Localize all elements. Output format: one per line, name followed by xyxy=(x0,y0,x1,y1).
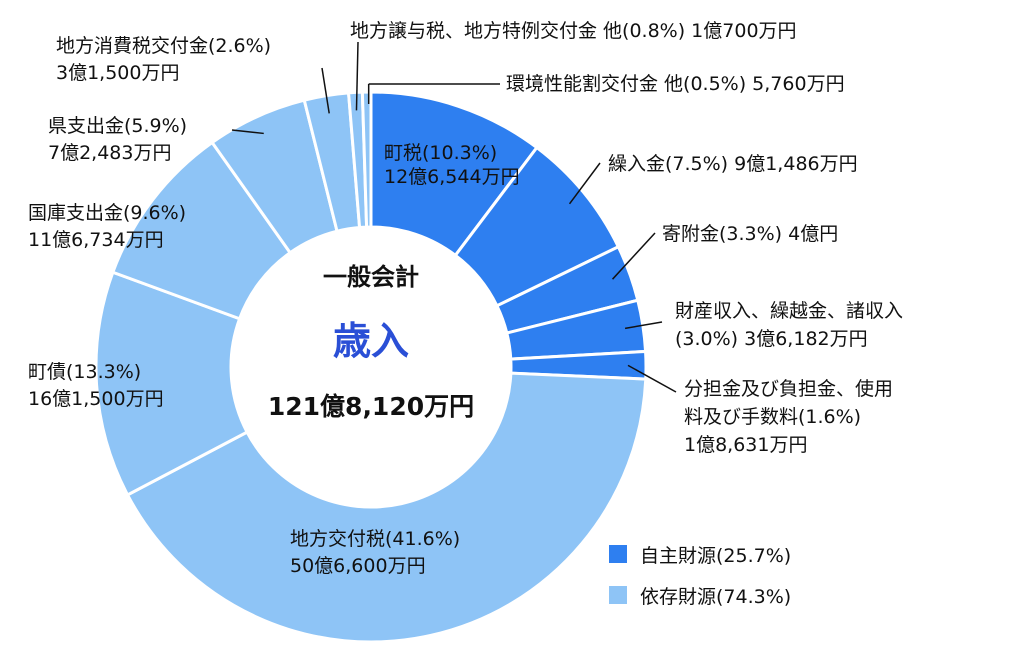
slice-6 xyxy=(94,270,250,497)
label-national-subsidy: 国庫支出金(9.6%) 11億6,734万円 xyxy=(28,202,192,251)
label-transfer: 繰入金(7.5%) 9億1,486万円 xyxy=(608,153,858,175)
slice-5 xyxy=(125,371,648,644)
label-property-income: 財産収入、繰越金、諸収入 (3.0%) 3億6,182万円 xyxy=(675,300,909,350)
label-share-fees: 分担金及び負担金、使用 料及び手数料(1.6%) 1億8,631万円 xyxy=(684,378,899,456)
leader-line-2 xyxy=(611,232,656,280)
slice-11 xyxy=(360,90,373,229)
leader-line-9 xyxy=(321,67,330,114)
label-environment-grant: 環境性能割交付金 他(0.5%) 5,760万円 xyxy=(506,73,845,95)
label-town-tax: 町税(10.3%) 12億6,544万円 xyxy=(384,142,520,188)
leader-line-1 xyxy=(568,162,601,205)
label-consumption-tax-grant: 地方消費税交付金(2.6%) 3億1,500万円 xyxy=(56,35,277,84)
leader-line-3 xyxy=(624,321,663,330)
leader-line-10 xyxy=(355,41,359,111)
leader-line-4 xyxy=(627,364,677,393)
label-donation: 寄附金(3.3%) 4億円 xyxy=(662,223,838,245)
legend: 自主財源(25.7%) 依存財源(74.3%) xyxy=(609,545,791,608)
legend-swatch-dependent-revenue xyxy=(609,586,627,604)
legend-label-dependent-revenue: 依存財源(74.3%) xyxy=(640,586,791,608)
label-local-allocation-tax: 地方交付税(41.6%) 50億6,600万円 xyxy=(290,528,466,577)
center-title: 一般会計 xyxy=(323,263,419,291)
leader-lines xyxy=(231,41,677,393)
donut-slices xyxy=(94,90,648,644)
label-prefecture-subsidy: 県支出金(5.9%) 7億2,483万円 xyxy=(48,115,193,164)
leader-line-8 xyxy=(231,129,264,135)
legend-label-own-revenue: 自主財源(25.7%) xyxy=(640,545,791,567)
label-transferred-tax: 地方譲与税、地方特例交付金 他(0.8%) 1億700万円 xyxy=(350,20,797,42)
label-town-bond: 町債(13.3%) 16億1,500万円 xyxy=(28,361,164,410)
legend-swatch-own-revenue xyxy=(609,545,627,563)
center-total: 121億8,120万円 xyxy=(268,392,474,421)
center-main-label: 歳入 xyxy=(333,319,409,363)
